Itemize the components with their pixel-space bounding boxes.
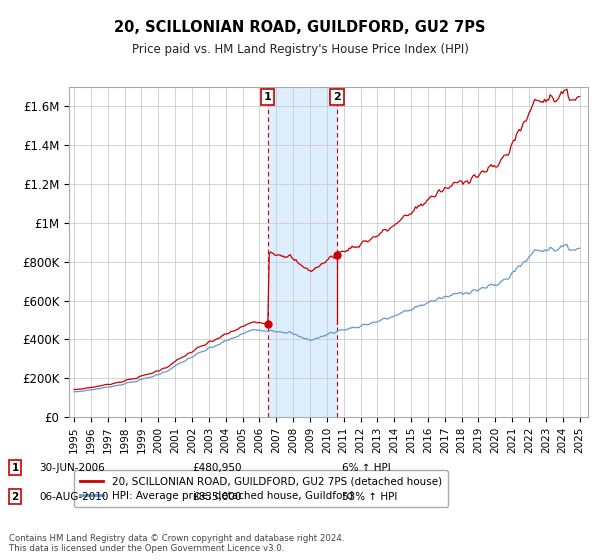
Bar (268, 87, 337, 417)
Legend: 20, SCILLONIAN ROAD, GUILDFORD, GU2 7PS (detached house), HPI: Average price, de: 20, SCILLONIAN ROAD, GUILDFORD, GU2 7PS … (74, 470, 448, 507)
Text: 06-AUG-2010: 06-AUG-2010 (39, 492, 109, 502)
Text: 20, SCILLONIAN ROAD, GUILDFORD, GU2 7PS: 20, SCILLONIAN ROAD, GUILDFORD, GU2 7PS (114, 20, 486, 35)
Text: 6% ↑ HPI: 6% ↑ HPI (342, 463, 391, 473)
Text: £480,950: £480,950 (192, 463, 241, 473)
Text: 2: 2 (333, 92, 341, 102)
Text: Price paid vs. HM Land Registry's House Price Index (HPI): Price paid vs. HM Land Registry's House … (131, 43, 469, 56)
Text: 1: 1 (11, 463, 19, 473)
Text: 2: 2 (11, 492, 19, 502)
Text: 30-JUN-2006: 30-JUN-2006 (39, 463, 105, 473)
Text: £835,000: £835,000 (192, 492, 241, 502)
Text: Contains HM Land Registry data © Crown copyright and database right 2024.
This d: Contains HM Land Registry data © Crown c… (9, 534, 344, 553)
Text: 1: 1 (264, 92, 272, 102)
Text: 53% ↑ HPI: 53% ↑ HPI (342, 492, 397, 502)
